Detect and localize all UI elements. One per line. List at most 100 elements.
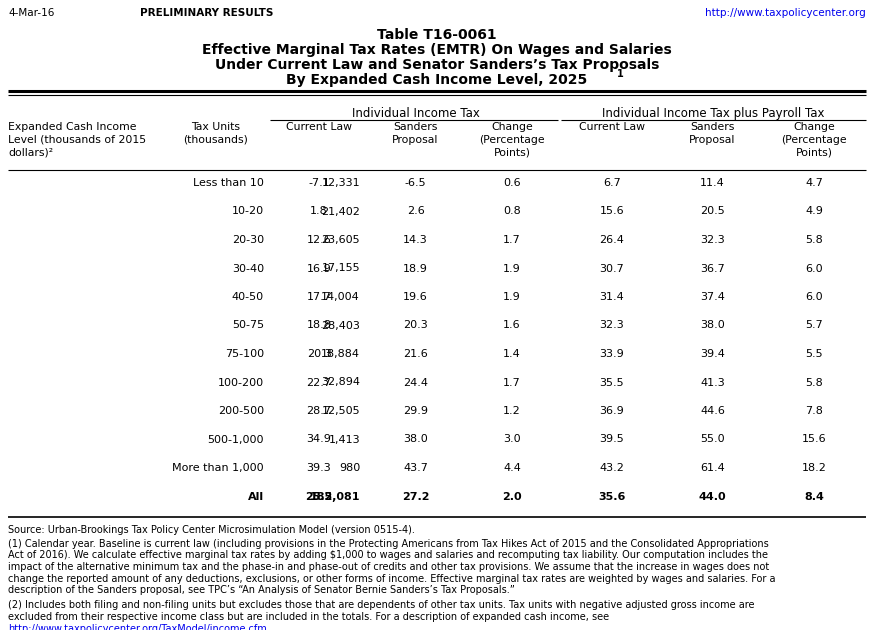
Text: 1.7: 1.7 <box>503 235 521 245</box>
Text: 18.8: 18.8 <box>307 321 331 331</box>
Text: 23,605: 23,605 <box>322 235 360 245</box>
Text: 32.3: 32.3 <box>600 321 624 331</box>
Text: 5.5: 5.5 <box>805 349 822 359</box>
Text: 20.3: 20.3 <box>403 321 428 331</box>
Text: More than 1,000: More than 1,000 <box>172 463 264 473</box>
Text: 39.4: 39.4 <box>700 349 725 359</box>
Text: 55.0: 55.0 <box>700 435 725 445</box>
Text: 5.8: 5.8 <box>805 377 823 387</box>
Text: 15.6: 15.6 <box>600 207 624 217</box>
Text: 28,403: 28,403 <box>321 321 360 331</box>
Text: 8.4: 8.4 <box>804 491 824 501</box>
Text: 50-75: 50-75 <box>232 321 264 331</box>
Text: 20.3: 20.3 <box>307 349 331 359</box>
Text: 14,004: 14,004 <box>322 292 360 302</box>
Text: 4.4: 4.4 <box>503 463 521 473</box>
Text: 31.4: 31.4 <box>600 292 624 302</box>
Text: 33.9: 33.9 <box>600 349 624 359</box>
Text: Current Law: Current Law <box>579 122 645 132</box>
Text: Sanders
Proposal: Sanders Proposal <box>690 122 736 145</box>
Text: 14.3: 14.3 <box>403 235 428 245</box>
Text: Act of 2016). We calculate effective marginal tax rates by adding $1,000 to wage: Act of 2016). We calculate effective mar… <box>8 551 768 561</box>
Text: All: All <box>248 491 264 501</box>
Text: 21.6: 21.6 <box>403 349 428 359</box>
Text: Table T16-0061: Table T16-0061 <box>378 28 496 42</box>
Text: 28.7: 28.7 <box>307 406 331 416</box>
Text: 17.7: 17.7 <box>307 292 331 302</box>
Text: 26.4: 26.4 <box>600 235 624 245</box>
Text: (1) Calendar year. Baseline is current law (including provisions in the Protecti: (1) Calendar year. Baseline is current l… <box>8 539 769 549</box>
Text: impact of the alternative minimum tax and the phase-in and phase-out of credits : impact of the alternative minimum tax an… <box>8 562 769 572</box>
Text: Less than 10: Less than 10 <box>193 178 264 188</box>
Text: 200-500: 200-500 <box>218 406 264 416</box>
Text: 10-20: 10-20 <box>232 207 264 217</box>
Text: 4.7: 4.7 <box>805 178 823 188</box>
Text: 43.7: 43.7 <box>403 463 428 473</box>
Text: 4-Mar-16: 4-Mar-16 <box>8 8 54 18</box>
Text: Tax Units
(thousands): Tax Units (thousands) <box>184 122 248 145</box>
Text: Change
(Percentage
Points): Change (Percentage Points) <box>479 122 545 158</box>
Text: 18.2: 18.2 <box>801 463 827 473</box>
Text: 38.0: 38.0 <box>700 321 725 331</box>
Text: Current Law: Current Law <box>286 122 352 132</box>
Text: Individual Income Tax plus Payroll Tax: Individual Income Tax plus Payroll Tax <box>602 107 825 120</box>
Text: 11.4: 11.4 <box>700 178 725 188</box>
Text: 24.4: 24.4 <box>403 377 428 387</box>
Text: 1.4: 1.4 <box>503 349 521 359</box>
Text: 75-100: 75-100 <box>225 349 264 359</box>
Text: 1.9: 1.9 <box>503 263 521 273</box>
Text: 30.7: 30.7 <box>600 263 624 273</box>
Text: description of the Sanders proposal, see TPC’s “An Analysis of Senator Bernie Sa: description of the Sanders proposal, see… <box>8 585 515 595</box>
Text: 100-200: 100-200 <box>218 377 264 387</box>
Text: 44.6: 44.6 <box>700 406 725 416</box>
Text: 5.8: 5.8 <box>805 235 823 245</box>
Text: 18.9: 18.9 <box>403 263 428 273</box>
Text: 17,155: 17,155 <box>322 263 360 273</box>
Text: 1,413: 1,413 <box>329 435 360 445</box>
Text: 12,331: 12,331 <box>322 178 360 188</box>
Text: 7.8: 7.8 <box>805 406 823 416</box>
Text: 5.7: 5.7 <box>805 321 823 331</box>
Text: 1.8: 1.8 <box>310 207 328 217</box>
Text: 2.6: 2.6 <box>406 207 425 217</box>
Text: 36.7: 36.7 <box>700 263 725 273</box>
Text: 39.5: 39.5 <box>600 435 624 445</box>
Text: Expanded Cash Income
Level (thousands of 2015
dollars)²: Expanded Cash Income Level (thousands of… <box>8 122 146 158</box>
Text: 16.9: 16.9 <box>307 263 331 273</box>
Text: 61.4: 61.4 <box>700 463 725 473</box>
Text: 22.7: 22.7 <box>307 377 331 387</box>
Text: 500-1,000: 500-1,000 <box>207 435 264 445</box>
Text: 6.0: 6.0 <box>805 292 822 302</box>
Text: http://www.taxpolicycenter.org/TaxModel/income.cfm: http://www.taxpolicycenter.org/TaxModel/… <box>8 624 267 630</box>
Text: Change
(Percentage
Points): Change (Percentage Points) <box>781 122 847 158</box>
Text: 30-40: 30-40 <box>232 263 264 273</box>
Text: 1.7: 1.7 <box>503 377 521 387</box>
Text: 1: 1 <box>617 69 624 79</box>
Text: 21,402: 21,402 <box>321 207 360 217</box>
Text: excluded from their respective income class but are included in the totals. For : excluded from their respective income cl… <box>8 612 609 622</box>
Text: 18,884: 18,884 <box>321 349 360 359</box>
Text: 32,894: 32,894 <box>321 377 360 387</box>
Text: 37.4: 37.4 <box>700 292 725 302</box>
Text: -7.1: -7.1 <box>309 178 329 188</box>
Text: 19.6: 19.6 <box>403 292 428 302</box>
Text: 29.9: 29.9 <box>403 406 428 416</box>
Text: Effective Marginal Tax Rates (EMTR) On Wages and Salaries: Effective Marginal Tax Rates (EMTR) On W… <box>202 43 672 57</box>
Text: 1.6: 1.6 <box>503 321 521 331</box>
Text: 38.0: 38.0 <box>403 435 428 445</box>
Text: 35.5: 35.5 <box>600 377 624 387</box>
Text: 0.6: 0.6 <box>503 178 521 188</box>
Text: 34.9: 34.9 <box>307 435 331 445</box>
Text: 39.3: 39.3 <box>307 463 331 473</box>
Text: 2.0: 2.0 <box>503 491 522 501</box>
Text: http://www.taxpolicycenter.org: http://www.taxpolicycenter.org <box>705 8 866 18</box>
Text: By Expanded Cash Income Level, 2025: By Expanded Cash Income Level, 2025 <box>287 73 587 87</box>
Text: PRELIMINARY RESULTS: PRELIMINARY RESULTS <box>140 8 274 18</box>
Text: 12.6: 12.6 <box>307 235 331 245</box>
Text: change the reported amount of any deductions, exclusions, or other forms of inco: change the reported amount of any deduct… <box>8 573 775 583</box>
Text: 40-50: 40-50 <box>232 292 264 302</box>
Text: -6.5: -6.5 <box>405 178 427 188</box>
Text: 36.9: 36.9 <box>600 406 624 416</box>
Text: Sanders
Proposal: Sanders Proposal <box>392 122 439 145</box>
Text: 15.6: 15.6 <box>801 435 826 445</box>
